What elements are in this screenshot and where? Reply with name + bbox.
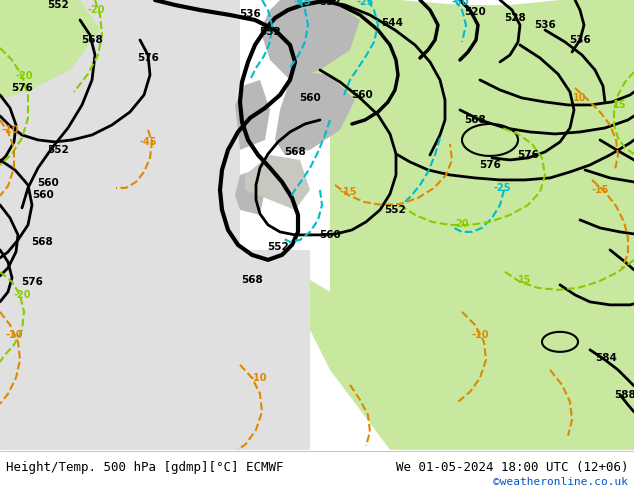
Text: -20: -20 (87, 5, 105, 15)
Polygon shape (245, 155, 310, 210)
Text: 536: 536 (239, 9, 261, 19)
Text: -35: -35 (294, 0, 311, 7)
Text: 552: 552 (47, 0, 69, 10)
Text: 528: 528 (504, 13, 526, 23)
Text: 568: 568 (81, 35, 103, 45)
Polygon shape (350, 150, 480, 225)
Text: -15: -15 (592, 185, 609, 195)
Text: 568: 568 (284, 147, 306, 157)
Text: -15: -15 (339, 187, 357, 197)
Text: -45: -45 (139, 137, 157, 147)
Text: 560: 560 (351, 90, 373, 100)
Text: 544: 544 (381, 18, 403, 28)
Text: 536: 536 (534, 20, 556, 30)
Text: 576: 576 (11, 83, 33, 93)
Polygon shape (0, 130, 30, 190)
Text: 552: 552 (259, 27, 281, 37)
Text: -10: -10 (1, 125, 19, 135)
Text: -10: -10 (249, 373, 267, 383)
Polygon shape (330, 0, 634, 450)
Text: 576: 576 (137, 53, 159, 63)
Polygon shape (0, 0, 100, 100)
Text: -10: -10 (471, 330, 489, 340)
Text: We 01-05-2024 18:00 UTC (12+06): We 01-05-2024 18:00 UTC (12+06) (396, 462, 628, 474)
Polygon shape (275, 70, 355, 155)
Text: 576: 576 (479, 160, 501, 170)
Text: 552: 552 (384, 205, 406, 215)
Text: 552: 552 (47, 145, 69, 155)
Text: 568: 568 (31, 237, 53, 247)
Text: ©weatheronline.co.uk: ©weatheronline.co.uk (493, 477, 628, 487)
Text: 568: 568 (241, 275, 263, 285)
Polygon shape (310, 280, 634, 450)
Text: 588: 588 (614, 390, 634, 400)
Text: 576: 576 (21, 277, 43, 287)
Text: 536: 536 (569, 35, 591, 45)
Text: 552: 552 (319, 0, 341, 7)
Polygon shape (240, 250, 310, 450)
Polygon shape (300, 20, 460, 100)
Polygon shape (235, 170, 265, 215)
Polygon shape (260, 0, 360, 80)
Text: 560: 560 (32, 190, 54, 200)
Text: -20: -20 (15, 71, 33, 81)
Text: 560: 560 (37, 178, 59, 188)
Polygon shape (0, 0, 240, 450)
Text: 520: 520 (464, 7, 486, 17)
Text: -10: -10 (5, 330, 23, 340)
Text: 584: 584 (595, 353, 617, 363)
Text: 560: 560 (299, 93, 321, 103)
Text: 15: 15 (613, 100, 627, 110)
Text: 560: 560 (319, 230, 341, 240)
Text: 552: 552 (267, 242, 289, 252)
Text: Height/Temp. 500 hPa [gdmp][°C] ECMWF: Height/Temp. 500 hPa [gdmp][°C] ECMWF (6, 462, 283, 474)
Text: -20: -20 (13, 290, 31, 300)
Text: -30: -30 (451, 0, 469, 7)
Text: 15: 15 (518, 275, 532, 285)
Polygon shape (0, 0, 110, 130)
Text: -25: -25 (493, 183, 511, 193)
Text: 568: 568 (464, 115, 486, 125)
Text: 576: 576 (517, 150, 539, 160)
Text: 20: 20 (455, 219, 469, 229)
Text: -25: -25 (356, 0, 374, 7)
Text: 10: 10 (573, 93, 586, 103)
Polygon shape (235, 80, 270, 150)
